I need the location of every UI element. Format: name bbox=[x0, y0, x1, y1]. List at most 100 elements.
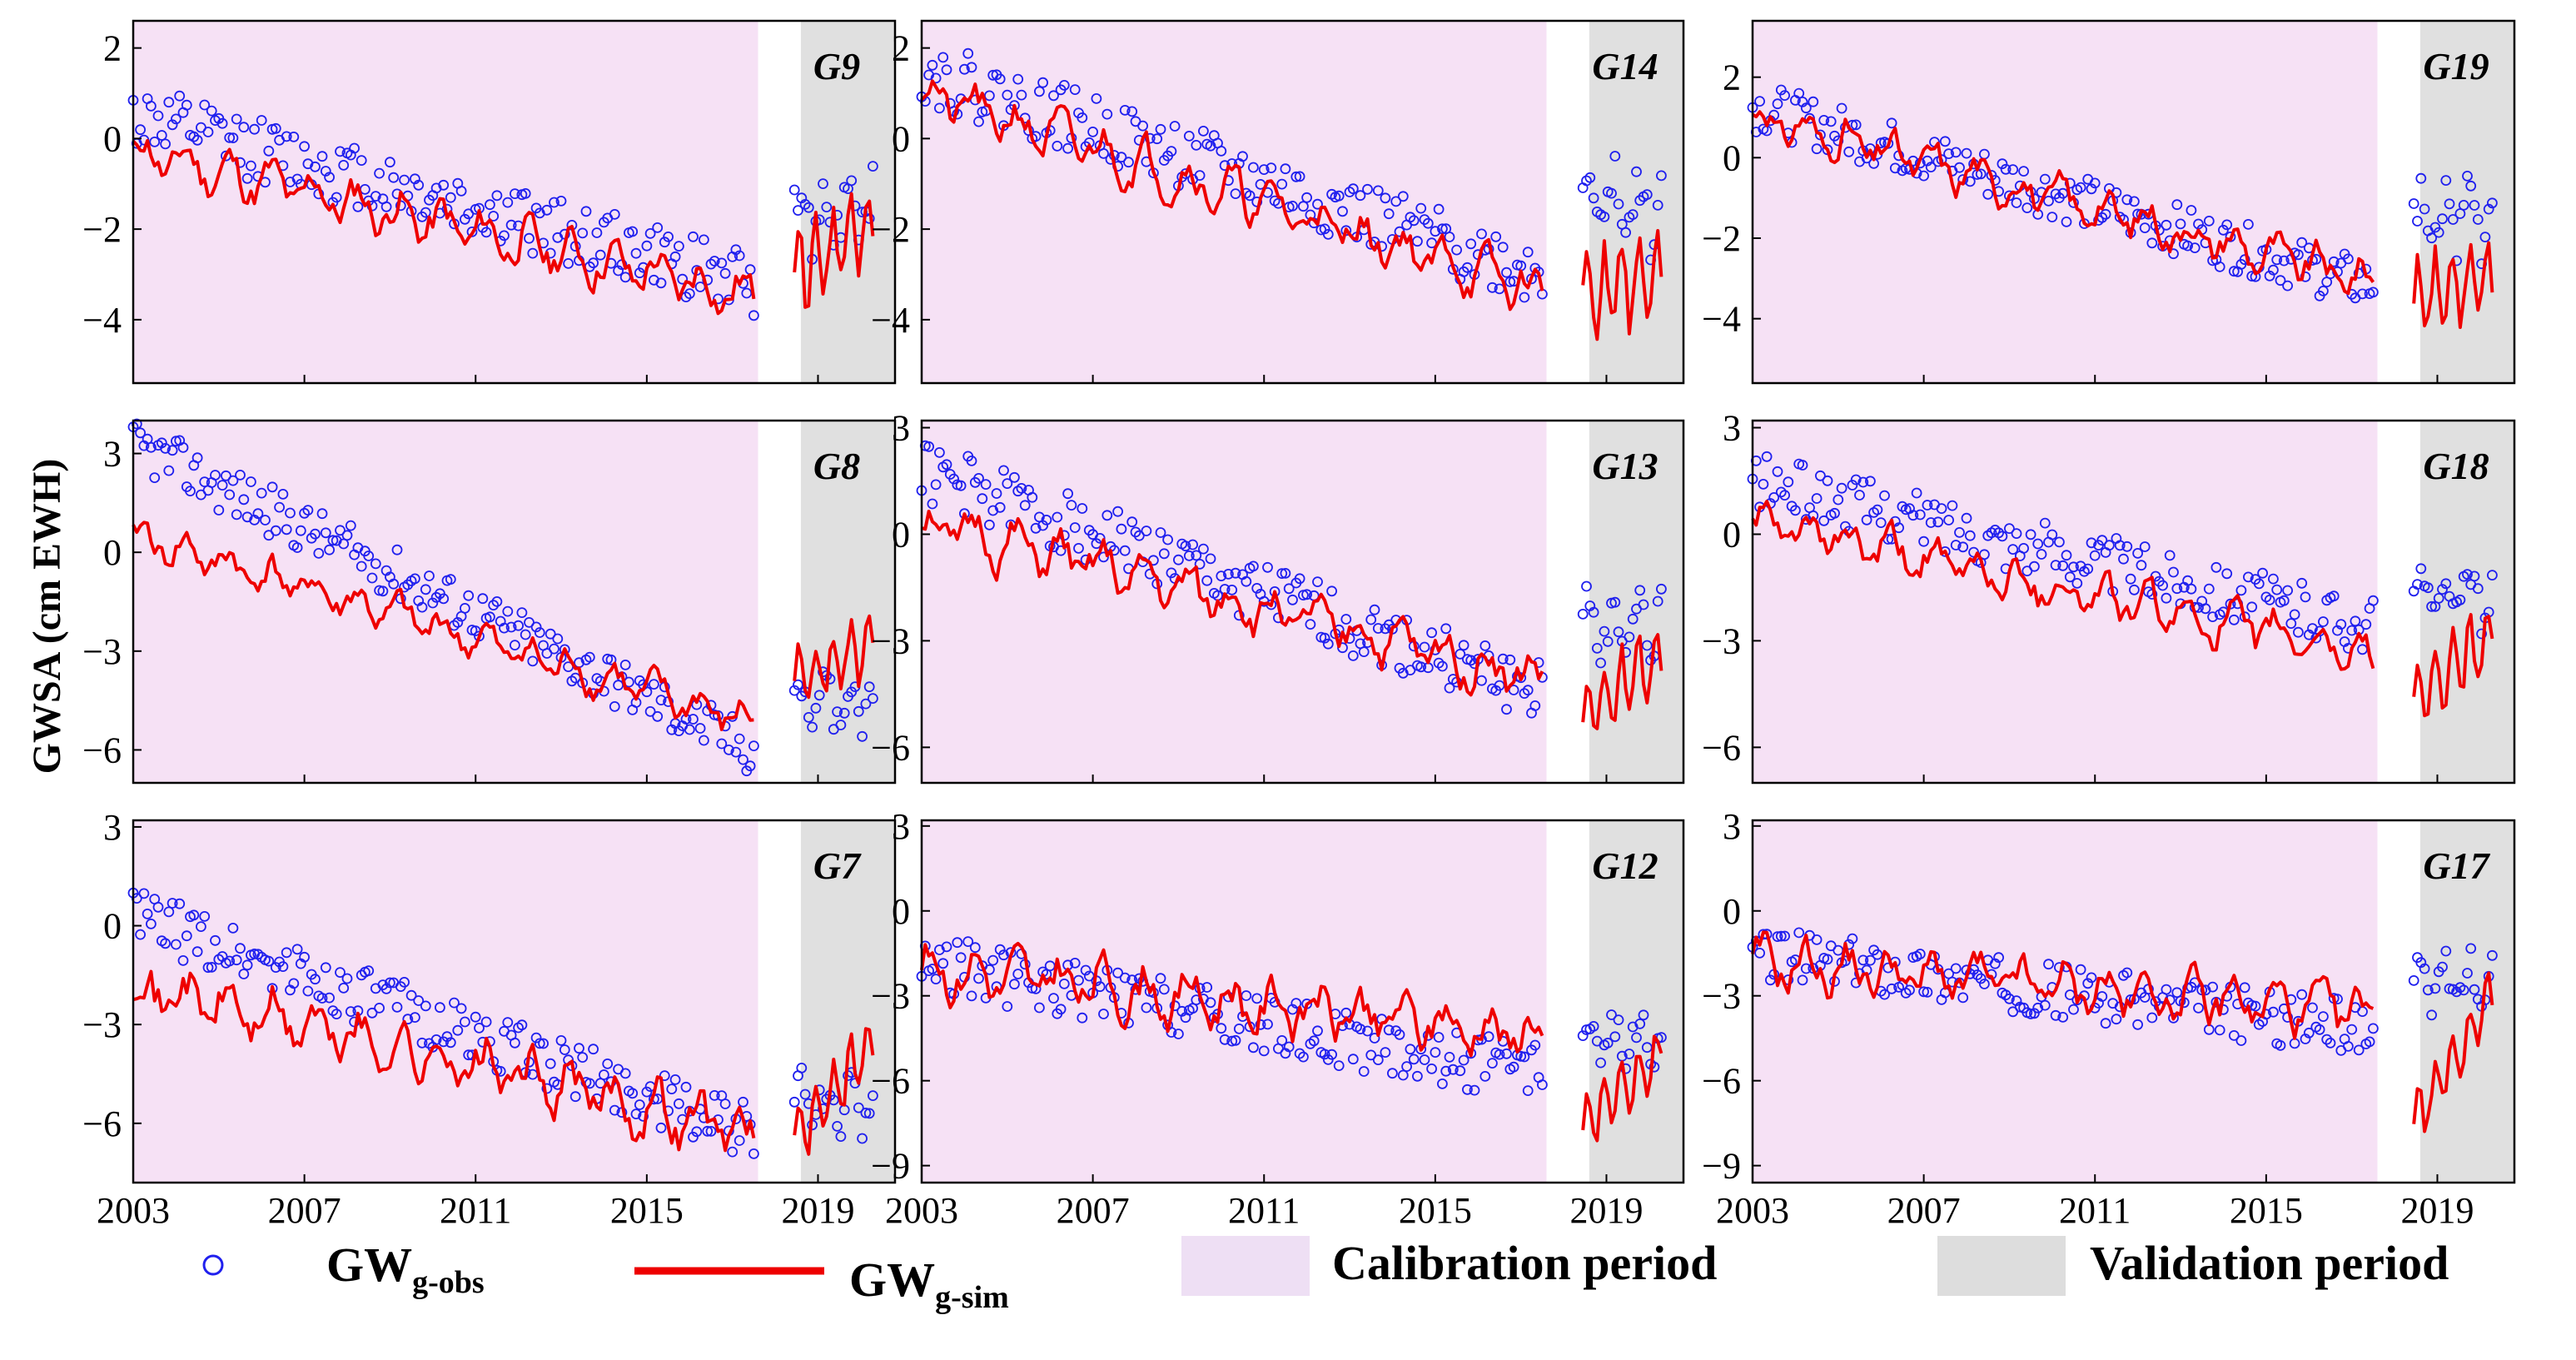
obs-point bbox=[1957, 541, 1969, 553]
obs-point bbox=[1497, 653, 1509, 665]
obs-point bbox=[480, 227, 492, 238]
obs-point bbox=[2367, 286, 2379, 298]
x-tick-label: 2019 bbox=[2400, 1190, 2474, 1231]
obs-point bbox=[1322, 638, 1334, 650]
obs-point bbox=[2444, 198, 2455, 210]
y-tick-label: 0 bbox=[103, 118, 122, 159]
obs-point bbox=[2307, 1002, 2318, 1014]
obs-point bbox=[2210, 561, 2222, 573]
obs-point bbox=[609, 208, 620, 220]
obs-point bbox=[1631, 166, 1642, 177]
obs-point bbox=[295, 525, 306, 536]
obs-point bbox=[838, 707, 850, 719]
obs-point bbox=[2121, 967, 2133, 979]
obs-point bbox=[1588, 192, 1599, 204]
obs-point bbox=[2433, 227, 2444, 238]
obs-point bbox=[1002, 1001, 1013, 1012]
obs-point bbox=[534, 627, 545, 638]
obs-point bbox=[1294, 1048, 1305, 1059]
obs-point bbox=[1886, 983, 1897, 994]
obs-point bbox=[1298, 1051, 1309, 1063]
obs-point bbox=[1599, 625, 1610, 637]
obs-point bbox=[1362, 183, 1373, 195]
obs-point bbox=[135, 929, 147, 940]
obs-point bbox=[1444, 232, 1455, 242]
obs-point bbox=[1641, 640, 1653, 651]
obs-point bbox=[1069, 522, 1081, 533]
obs-point bbox=[327, 535, 339, 546]
obs-point bbox=[1319, 1049, 1330, 1060]
x-tick-label: 2019 bbox=[781, 1190, 854, 1231]
obs-point bbox=[1055, 1004, 1067, 1015]
obs-point bbox=[2103, 540, 2115, 551]
obs-point bbox=[1347, 650, 1359, 661]
obs-point bbox=[627, 226, 639, 237]
obs-point bbox=[1058, 80, 1070, 91]
obs-point bbox=[1886, 117, 1897, 129]
obs-point bbox=[2486, 570, 2498, 580]
obs-point bbox=[316, 508, 328, 520]
obs-point bbox=[1430, 226, 1441, 237]
obs-point bbox=[2278, 595, 2290, 606]
obs-point bbox=[1800, 102, 1812, 114]
y-tick-label: −3 bbox=[82, 631, 122, 672]
obs-point bbox=[1591, 643, 1603, 654]
obs-point bbox=[135, 124, 147, 136]
x-tick-label: 2019 bbox=[1569, 1190, 1643, 1231]
obs-point bbox=[1358, 646, 1370, 657]
obs-point bbox=[1276, 568, 1288, 579]
sim-line-calibration bbox=[132, 138, 756, 316]
obs-point bbox=[1397, 1069, 1409, 1081]
obs-point bbox=[527, 247, 539, 259]
obs-point bbox=[1989, 175, 2001, 186]
obs-point bbox=[2207, 611, 2219, 622]
obs-point bbox=[641, 240, 653, 252]
obs-point bbox=[188, 131, 200, 142]
obs-point bbox=[1223, 569, 1234, 580]
y-tick-label: −6 bbox=[871, 1061, 910, 1102]
obs-point bbox=[2246, 601, 2258, 613]
obs-point bbox=[374, 1003, 385, 1014]
obs-point bbox=[534, 1038, 545, 1049]
obs-point bbox=[263, 955, 275, 967]
obs-point bbox=[1624, 1049, 1635, 1059]
obs-point bbox=[1476, 228, 1487, 240]
obs-point bbox=[2289, 609, 2300, 620]
obs-point bbox=[388, 578, 400, 590]
obs-point bbox=[1476, 675, 1487, 686]
obs-point bbox=[356, 155, 367, 167]
obs-point bbox=[2025, 1009, 2036, 1019]
obs-point bbox=[1390, 196, 1402, 207]
obs-point bbox=[1258, 1045, 1270, 1057]
obs-point bbox=[2469, 984, 2480, 995]
obs-point bbox=[818, 178, 828, 190]
obs-point bbox=[709, 1090, 720, 1101]
obs-point bbox=[167, 445, 178, 456]
obs-point bbox=[966, 456, 977, 466]
obs-point bbox=[235, 943, 246, 954]
obs-point bbox=[868, 161, 878, 172]
obs-point bbox=[1465, 238, 1477, 250]
obs-point bbox=[1847, 933, 1858, 944]
obs-point bbox=[2253, 578, 2265, 590]
obs-point bbox=[224, 955, 236, 967]
obs-point bbox=[730, 746, 742, 758]
obs-point bbox=[1372, 185, 1384, 197]
obs-point bbox=[2303, 1027, 2315, 1039]
obs-point bbox=[238, 122, 250, 133]
obs-point bbox=[1833, 494, 1844, 506]
obs-point bbox=[1216, 570, 1227, 581]
obs-point bbox=[213, 505, 225, 516]
obs-point bbox=[2039, 173, 2051, 185]
obs-point bbox=[2469, 200, 2480, 211]
obs-point bbox=[485, 199, 495, 211]
obs-point bbox=[1002, 89, 1013, 101]
obs-point bbox=[2132, 548, 2144, 559]
obs-point bbox=[177, 442, 189, 453]
obs-point bbox=[1961, 147, 1972, 159]
obs-point bbox=[277, 489, 289, 500]
obs-point bbox=[1034, 1002, 1045, 1014]
obs-point bbox=[1052, 140, 1063, 152]
obs-point bbox=[1861, 514, 1872, 526]
obs-point bbox=[1808, 96, 1819, 107]
